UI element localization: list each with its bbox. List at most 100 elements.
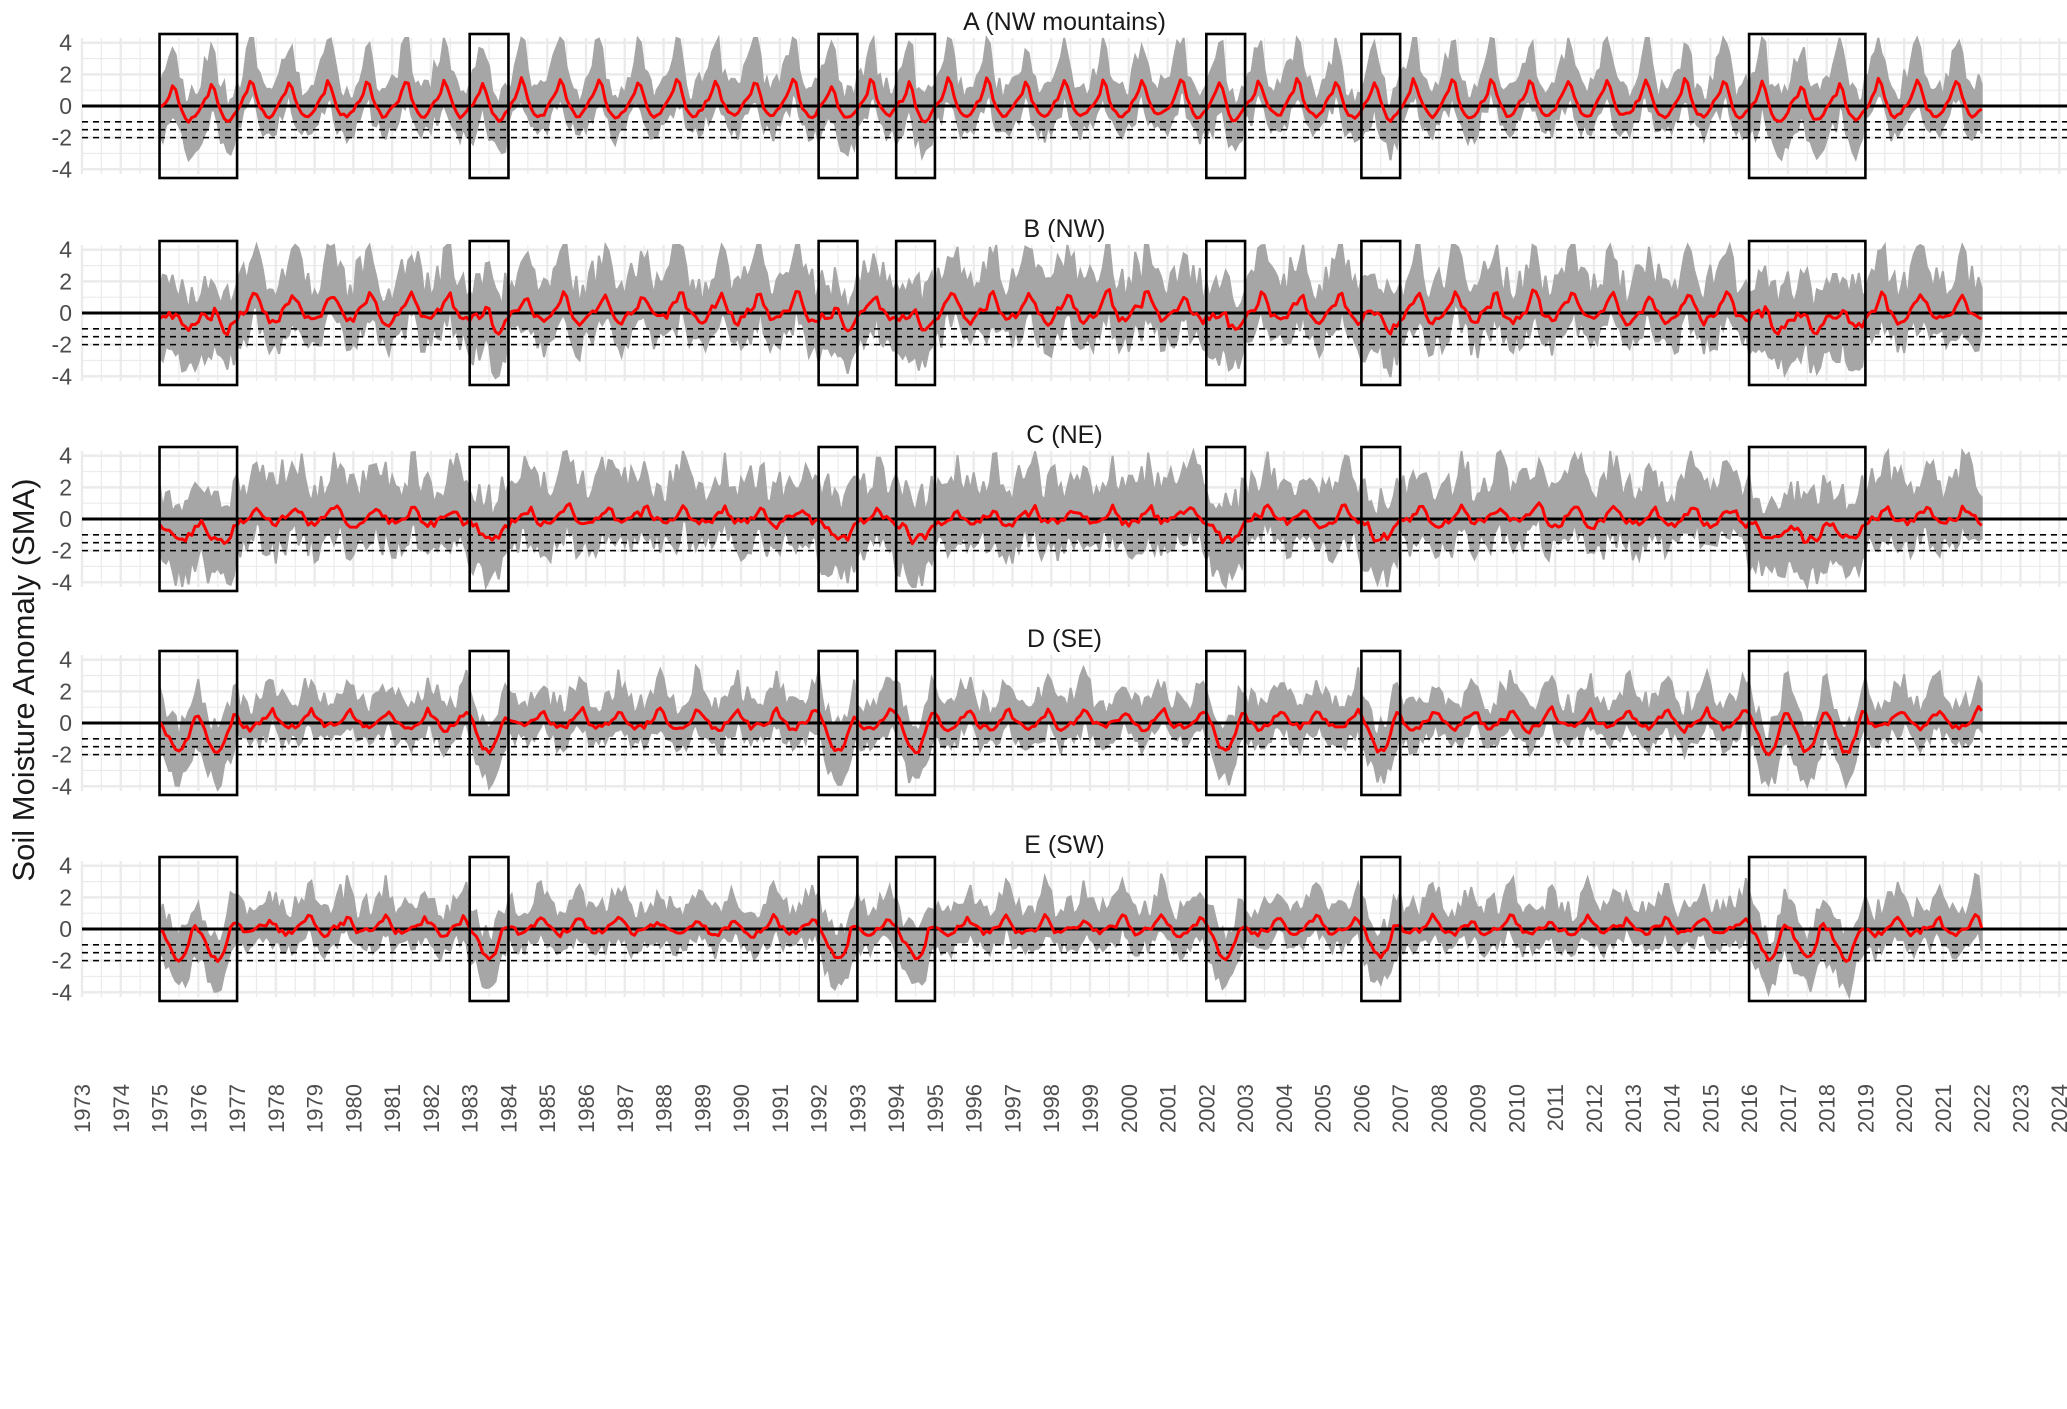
y-tick-label: 4	[59, 443, 72, 469]
drought-period-box	[894, 855, 937, 1003]
x-tick-label: 2013	[1621, 1084, 1646, 1133]
drought-period-box	[468, 649, 510, 797]
x-tick-label: 1987	[613, 1084, 638, 1133]
drought-period-box	[1360, 445, 1402, 593]
y-tick-label: 4	[59, 237, 72, 263]
panel-B: B (NW) 4 2 0 -2 -4	[52, 215, 2067, 389]
smoothed-sma-line	[158, 288, 1983, 337]
panel-title: B (NW)	[1024, 215, 1106, 243]
panel-title: D (SE)	[1027, 625, 1102, 653]
y-tick-label: 2	[59, 268, 72, 294]
y-tick-label: 0	[59, 300, 72, 326]
y-tick-label: 2	[59, 884, 72, 910]
drought-period-box	[1205, 649, 1247, 797]
y-tick-label: 0	[59, 710, 72, 736]
x-tick-label: 1997	[1001, 1084, 1026, 1133]
smoothed-sma-line	[158, 705, 1983, 757]
x-tick-label: 1996	[962, 1084, 987, 1133]
drought-period-box	[894, 32, 937, 180]
x-tick-label: 2003	[1233, 1084, 1258, 1133]
drought-period-box	[1205, 445, 1247, 593]
x-tick-label: 2011	[1543, 1084, 1568, 1131]
drought-period-box	[1360, 239, 1402, 387]
x-tick-label: 1998	[1039, 1084, 1064, 1133]
smoothed-sma-line	[159, 912, 1984, 963]
drought-period-box	[468, 239, 510, 387]
x-tick-label: 2024	[2047, 1084, 2067, 1133]
x-tick-label: 2020	[1892, 1084, 1917, 1133]
x-tick-label: 1973	[70, 1084, 95, 1133]
drought-period-box	[158, 445, 239, 593]
drought-period-box	[1360, 855, 1402, 1003]
x-tick-label: 2021	[1931, 1084, 1956, 1133]
x-tick-label: 1984	[497, 1084, 522, 1133]
x-tick-label: 2002	[1194, 1084, 1219, 1133]
x-tick-label: 2023	[2009, 1084, 2034, 1133]
x-tick-label: 1991	[768, 1084, 793, 1133]
x-tick-label: 1977	[225, 1084, 250, 1133]
drought-period-box	[817, 649, 859, 797]
x-tick-label: 1999	[1078, 1084, 1103, 1133]
drought-period-box	[158, 32, 239, 180]
y-tick-label: 0	[59, 93, 72, 119]
x-tick-label: 1990	[729, 1084, 754, 1133]
smoothed-sma-line	[158, 501, 1983, 546]
x-tick-label: 2000	[1117, 1084, 1142, 1133]
x-tick-label: 1989	[690, 1084, 715, 1133]
y-tick-label: -4	[52, 569, 73, 595]
x-tick-label: 1992	[807, 1084, 832, 1133]
panel-title: E (SW)	[1024, 831, 1105, 859]
y-tick-label: 4	[59, 30, 72, 56]
x-tick-label: 2014	[1660, 1084, 1685, 1133]
drought-period-box	[1205, 855, 1247, 1003]
y-axis-label: Soil Moisture Anomaly (SMA)	[6, 478, 41, 881]
drought-period-box	[817, 239, 859, 387]
x-tick-label: 2010	[1505, 1084, 1530, 1133]
x-axis: 1973 1974 1975 1976 1977 1978 1979 1980 1981 1982…	[70, 1084, 2067, 1133]
x-tick-label: 2017	[1776, 1084, 1801, 1133]
drought-period-box	[1360, 649, 1402, 797]
x-tick-label: 1983	[458, 1084, 483, 1133]
x-tick-label: 1982	[419, 1084, 444, 1133]
x-tick-label: 2019	[1853, 1084, 1878, 1133]
x-tick-label: 1985	[535, 1084, 560, 1133]
drought-period-box	[1205, 32, 1247, 180]
x-tick-label: 2004	[1272, 1084, 1297, 1133]
x-tick-label: 2012	[1582, 1084, 1607, 1133]
y-tick-label: 0	[59, 916, 72, 942]
y-tick-label: -2	[52, 125, 72, 151]
y-tick-label: -4	[52, 363, 73, 389]
x-tick-label: 1976	[186, 1084, 211, 1133]
x-tick-label: 1980	[341, 1084, 366, 1133]
y-tick-label: 2	[59, 61, 72, 87]
drought-period-box	[1747, 649, 1867, 797]
smoothed-sma-line	[158, 76, 1983, 124]
x-tick-label: 1978	[264, 1084, 289, 1133]
y-tick-label: -2	[52, 742, 72, 768]
y-tick-label: 4	[59, 853, 72, 879]
drought-period-box	[1747, 855, 1867, 1003]
x-tick-label: 1979	[303, 1084, 328, 1133]
x-tick-label: 2005	[1311, 1084, 1336, 1133]
drought-period-box	[1747, 445, 1867, 593]
y-tick-label: 2	[59, 474, 72, 500]
y-tick-label: -2	[52, 948, 72, 974]
panels-group: A (NW mountains)420-2-4B (NW)420-2-4C (N…	[52, 8, 2067, 1005]
drought-period-box	[894, 239, 937, 387]
x-tick-label: 2007	[1388, 1084, 1413, 1133]
x-tick-label: 2016	[1737, 1084, 1762, 1133]
panel-C: C (NE) 4 2 0 -2 -4	[52, 421, 2067, 595]
drought-period-box	[817, 445, 859, 593]
y-tick-label: 2	[59, 678, 72, 704]
drought-period-box	[158, 649, 239, 797]
drought-period-box	[894, 445, 937, 593]
x-tick-label: 2009	[1466, 1084, 1491, 1133]
drought-period-box	[158, 239, 239, 387]
x-tick-label: 2006	[1349, 1084, 1374, 1133]
x-tick-label: 1986	[574, 1084, 599, 1133]
panel-A: A (NW mountains) 4 2 0 -2 -4	[52, 8, 2067, 182]
y-tick-label: -4	[52, 156, 73, 182]
x-tick-label: 1994	[884, 1084, 909, 1133]
y-tick-label: 4	[59, 647, 72, 673]
